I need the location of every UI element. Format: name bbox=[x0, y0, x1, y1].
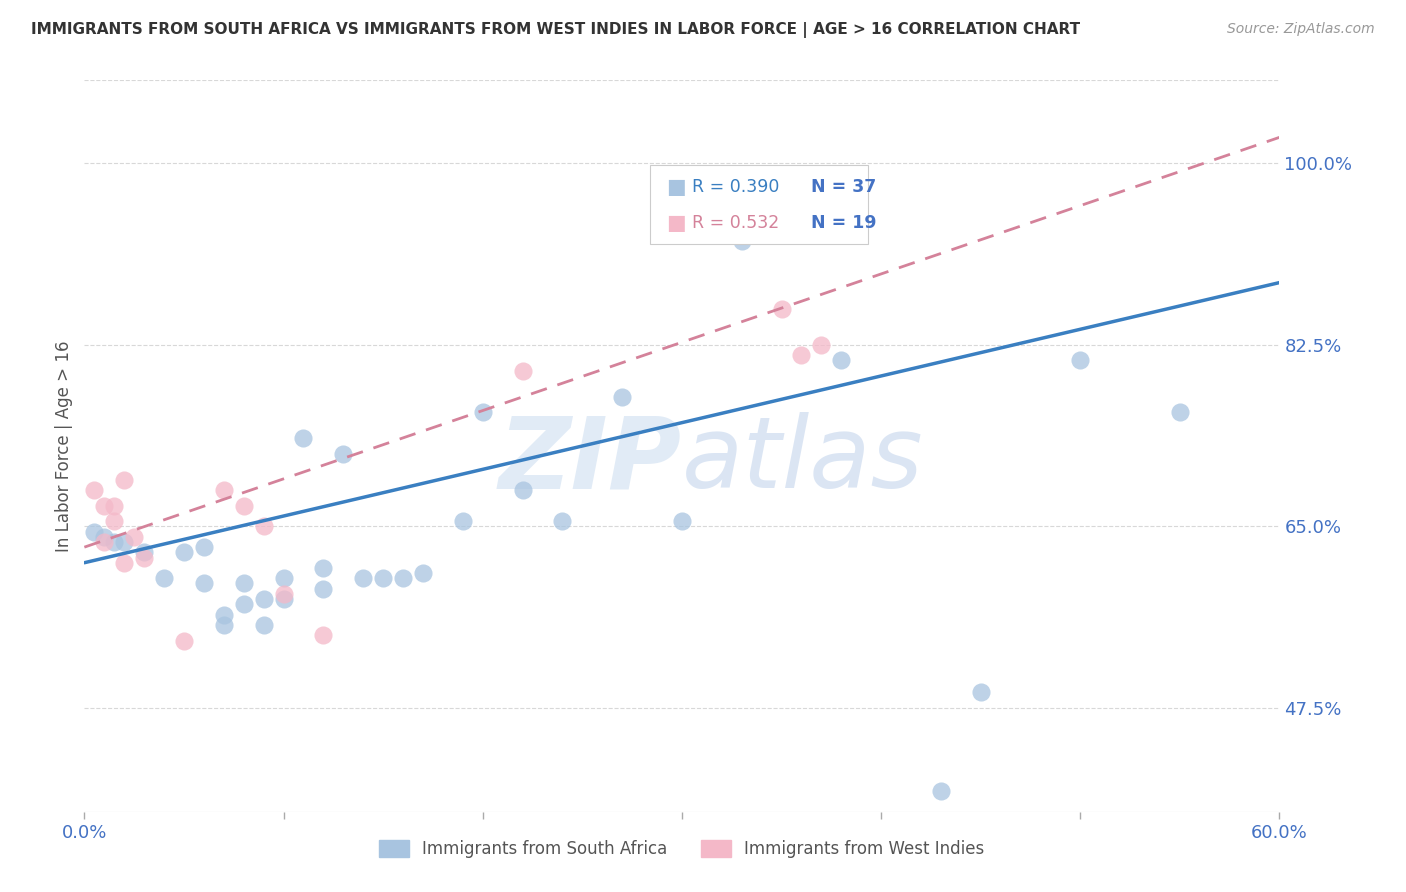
Point bbox=[671, 514, 693, 528]
Point bbox=[212, 483, 235, 497]
Point bbox=[122, 530, 145, 544]
Point bbox=[232, 499, 254, 513]
Point bbox=[193, 540, 215, 554]
Point bbox=[93, 535, 115, 549]
Point bbox=[193, 576, 215, 591]
Point bbox=[312, 561, 335, 575]
Point bbox=[232, 576, 254, 591]
Point bbox=[253, 618, 276, 632]
Point bbox=[731, 234, 754, 248]
Point bbox=[112, 535, 135, 549]
Point bbox=[970, 685, 993, 699]
Point bbox=[373, 571, 395, 585]
Point bbox=[273, 571, 295, 585]
Point bbox=[551, 514, 574, 528]
Point bbox=[512, 483, 534, 497]
Text: atlas: atlas bbox=[682, 412, 924, 509]
Point bbox=[153, 571, 176, 585]
Point bbox=[392, 571, 415, 585]
Point bbox=[1069, 353, 1091, 368]
Text: R = 0.390: R = 0.390 bbox=[692, 178, 779, 195]
Text: ■: ■ bbox=[666, 213, 686, 233]
Point bbox=[312, 582, 335, 596]
Point bbox=[83, 483, 105, 497]
Point bbox=[512, 364, 534, 378]
Legend: Immigrants from South Africa, Immigrants from West Indies: Immigrants from South Africa, Immigrants… bbox=[380, 840, 984, 858]
Point bbox=[173, 545, 195, 559]
Text: R = 0.532: R = 0.532 bbox=[692, 214, 779, 232]
Point bbox=[273, 592, 295, 607]
Text: ■: ■ bbox=[666, 177, 686, 197]
Point bbox=[929, 784, 952, 798]
Point bbox=[253, 519, 276, 533]
Point bbox=[112, 556, 135, 570]
Point bbox=[352, 571, 374, 585]
Point bbox=[770, 301, 793, 316]
Point bbox=[332, 447, 354, 461]
Point bbox=[830, 353, 852, 368]
Point bbox=[451, 514, 474, 528]
Point bbox=[132, 550, 156, 565]
Point bbox=[212, 618, 235, 632]
Y-axis label: In Labor Force | Age > 16: In Labor Force | Age > 16 bbox=[55, 340, 73, 552]
Point bbox=[471, 405, 494, 419]
Point bbox=[132, 545, 156, 559]
Point bbox=[83, 524, 105, 539]
Point bbox=[1168, 405, 1191, 419]
Point bbox=[312, 628, 335, 642]
Point bbox=[810, 338, 832, 352]
Point bbox=[412, 566, 434, 580]
Point bbox=[292, 431, 315, 445]
Point bbox=[112, 473, 135, 487]
Point bbox=[790, 348, 813, 362]
Point bbox=[612, 390, 634, 404]
Text: ZIP: ZIP bbox=[499, 412, 682, 509]
Text: N = 19: N = 19 bbox=[811, 214, 877, 232]
Text: IMMIGRANTS FROM SOUTH AFRICA VS IMMIGRANTS FROM WEST INDIES IN LABOR FORCE | AGE: IMMIGRANTS FROM SOUTH AFRICA VS IMMIGRAN… bbox=[31, 22, 1080, 38]
Point bbox=[93, 499, 115, 513]
Point bbox=[212, 607, 235, 622]
Point bbox=[103, 499, 125, 513]
Point bbox=[93, 530, 115, 544]
Point bbox=[103, 535, 125, 549]
Point bbox=[103, 514, 125, 528]
Text: Source: ZipAtlas.com: Source: ZipAtlas.com bbox=[1227, 22, 1375, 37]
Point bbox=[273, 587, 295, 601]
Point bbox=[253, 592, 276, 607]
Point bbox=[232, 597, 254, 611]
Text: N = 37: N = 37 bbox=[811, 178, 877, 195]
Point bbox=[173, 633, 195, 648]
